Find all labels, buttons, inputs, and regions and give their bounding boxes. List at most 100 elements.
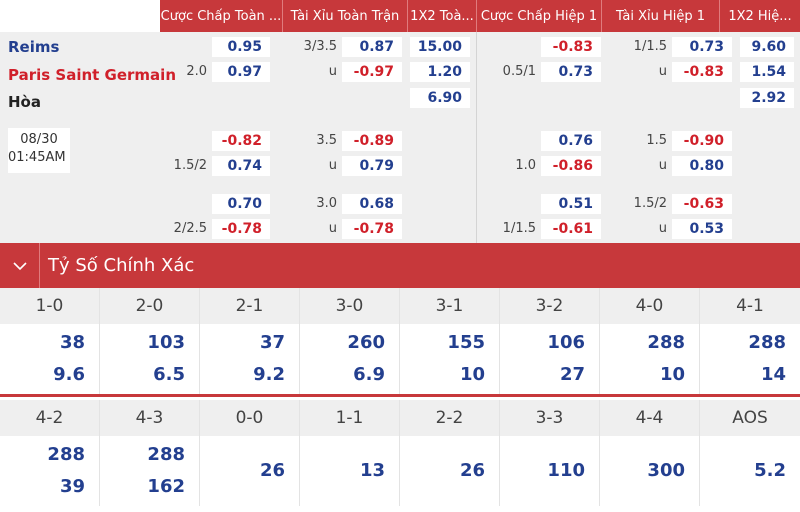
score-cell[interactable]: 2-1 37 9.2 (200, 288, 300, 394)
col-h1-1x2[interactable]: 1X2 Hiệ... (720, 0, 800, 32)
chevron-down-icon[interactable] (0, 243, 40, 288)
score-odds[interactable]: 5.2 (754, 460, 786, 481)
score-home-odds[interactable]: 288 (47, 444, 85, 465)
h1-ou-over-odds[interactable]: 0.73 (672, 37, 732, 57)
h1-hdp-away-odds[interactable]: 0.73 (541, 62, 601, 82)
score-cell[interactable]: 3-0 260 6.9 (300, 288, 400, 394)
score-cell[interactable]: 4-2 288 39 (0, 400, 100, 506)
ft-ou-under-odds[interactable]: -0.78 (342, 219, 402, 239)
ft-ou-under-odds[interactable]: -0.97 (342, 62, 402, 82)
score-odds[interactable]: 13 (359, 460, 385, 481)
ft-hdp-line: 2/2.5 (173, 221, 207, 236)
score-away-odds[interactable]: 10 (459, 364, 485, 385)
h1-1x2-away[interactable]: 1.54 (740, 62, 794, 82)
col-ft-handicap[interactable]: Cược Chấp Toàn ... (160, 0, 283, 32)
score-cell[interactable]: 3-3 110 (500, 400, 600, 506)
ft-ou-over-odds[interactable]: 0.68 (342, 194, 402, 214)
score-label: 0-0 (200, 400, 299, 436)
h1-hdp-line: 1.0 (515, 158, 536, 173)
h1-ou-under-label: u (658, 158, 667, 173)
ft-ou-over-odds[interactable]: 0.87 (342, 37, 402, 57)
score-away-odds[interactable]: 14 (760, 364, 786, 385)
h1-ou-over-odds[interactable]: -0.90 (672, 131, 732, 151)
ft-hdp-away-odds[interactable]: 0.97 (212, 62, 270, 82)
score-home-odds[interactable]: 288 (647, 332, 685, 353)
h1-hdp-away-odds[interactable]: -0.61 (541, 219, 601, 239)
ft-hdp-home-odds[interactable]: 0.95 (212, 37, 270, 57)
h1-hdp-home-odds[interactable]: 0.51 (541, 194, 601, 214)
score-away-odds[interactable]: 6.5 (153, 364, 185, 385)
score-label: 2-0 (100, 288, 199, 324)
ft-1x2-home[interactable]: 15.00 (410, 37, 470, 57)
h1-ou-line: 1.5 (646, 133, 667, 148)
ft-ou-under-label: u (328, 221, 337, 236)
h1-ou-over-odds[interactable]: -0.63 (672, 194, 732, 214)
score-away-odds[interactable]: 27 (559, 364, 585, 385)
ft-hdp-away-odds[interactable]: -0.78 (212, 219, 270, 239)
score-odds[interactable]: 110 (547, 460, 585, 481)
score-label: 4-3 (100, 400, 199, 436)
ft-ou-over-odds[interactable]: -0.89 (342, 131, 402, 151)
ft-ou-line: 3.5 (316, 133, 337, 148)
score-odds[interactable]: 300 (647, 460, 685, 481)
h1-hdp-home-odds[interactable]: 0.76 (541, 131, 601, 151)
score-home-odds[interactable]: 155 (447, 332, 485, 353)
ft-1x2-draw[interactable]: 6.90 (410, 88, 470, 108)
h1-hdp-home-odds[interactable]: -0.83 (541, 37, 601, 57)
score-away-odds[interactable]: 9.6 (53, 364, 85, 385)
score-home-odds[interactable]: 106 (547, 332, 585, 353)
ft-ou-under-odds[interactable]: 0.79 (342, 156, 402, 176)
score-cell[interactable]: 4-3 288 162 (100, 400, 200, 506)
score-home-odds[interactable]: 260 (347, 332, 385, 353)
score-away-odds[interactable]: 9.2 (253, 364, 285, 385)
score-odds[interactable]: 26 (459, 460, 485, 481)
ft-ou-line: 3/3.5 (303, 39, 337, 54)
score-label: 4-4 (600, 400, 699, 436)
h1-hdp-away-odds[interactable]: -0.86 (541, 156, 601, 176)
h1-ou-under-odds[interactable]: -0.83 (672, 62, 732, 82)
score-label: 3-2 (500, 288, 599, 324)
col-h1-over-under[interactable]: Tài Xỉu Hiệp 1 (602, 0, 720, 32)
score-home-odds[interactable]: 37 (259, 332, 285, 353)
score-cell[interactable]: 0-0 26 (200, 400, 300, 506)
score-away-odds[interactable]: 162 (147, 476, 185, 497)
h1-ou-under-odds[interactable]: 0.53 (672, 219, 732, 239)
ft-hdp-home-odds[interactable]: 0.70 (212, 194, 270, 214)
col-h1-handicap[interactable]: Cược Chấp Hiệp 1 (477, 0, 602, 32)
score-away-odds[interactable]: 39 (59, 476, 85, 497)
score-cell[interactable]: 4-0 288 10 (600, 288, 700, 394)
score-cell[interactable]: 4-1 288 14 (700, 288, 800, 394)
ft-ou-under-label: u (328, 64, 337, 79)
ft-hdp-line: 1.5/2 (173, 158, 207, 173)
score-cell[interactable]: 3-1 155 10 (400, 288, 500, 394)
score-away-odds[interactable]: 10 (659, 364, 685, 385)
score-cell[interactable]: 3-2 106 27 (500, 288, 600, 394)
home-team-name: Reims (8, 38, 60, 56)
h1-1x2-draw[interactable]: 2.92 (740, 88, 794, 108)
correct-score-row-2: 4-2 288 39 4-3 288 162 0-0 26 1-1 13 2-2 2… (0, 400, 800, 506)
score-home-odds[interactable]: 103 (147, 332, 185, 353)
score-odds[interactable]: 26 (259, 460, 285, 481)
match-datetime: 08/30 01:45AM (8, 128, 70, 173)
score-cell[interactable]: 1-1 13 (300, 400, 400, 506)
h1-ou-under-label: u (658, 221, 667, 236)
correct-score-header[interactable]: Tỷ Số Chính Xác (0, 243, 800, 288)
score-cell[interactable]: 2-2 26 (400, 400, 500, 506)
ft-hdp-home-odds[interactable]: -0.82 (212, 131, 270, 151)
score-cell[interactable]: 1-0 38 9.6 (0, 288, 100, 394)
col-ft-1x2[interactable]: 1X2 Toà... (408, 0, 477, 32)
score-home-odds[interactable]: 288 (147, 444, 185, 465)
score-cell[interactable]: AOS 5.2 (700, 400, 800, 506)
h1-1x2-home[interactable]: 9.60 (740, 37, 794, 57)
h1-ou-line: 1/1.5 (633, 39, 667, 54)
col-ft-over-under[interactable]: Tài Xỉu Toàn Trận (283, 0, 408, 32)
score-cell[interactable]: 2-0 103 6.5 (100, 288, 200, 394)
score-home-odds[interactable]: 288 (748, 332, 786, 353)
match-date: 08/30 (20, 132, 58, 147)
score-away-odds[interactable]: 6.9 (353, 364, 385, 385)
ft-hdp-away-odds[interactable]: 0.74 (212, 156, 270, 176)
h1-ou-under-odds[interactable]: 0.80 (672, 156, 732, 176)
ft-1x2-away[interactable]: 1.20 (410, 62, 470, 82)
score-cell[interactable]: 4-4 300 (600, 400, 700, 506)
score-home-odds[interactable]: 38 (59, 332, 85, 353)
